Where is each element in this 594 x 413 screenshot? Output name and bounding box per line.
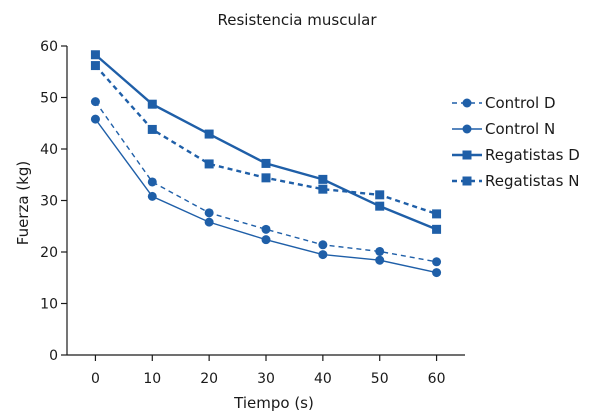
axes: 0 10 20 30 40 50 60 0 10 20 30 40 50 60	[40, 39, 465, 387]
data-point-regatistas-n	[261, 173, 271, 183]
y-tick-label: 0	[49, 348, 58, 364]
series-layer	[90, 50, 442, 278]
legend-item-regatistas-n: Regatistas N	[452, 172, 579, 190]
series-control-d	[90, 97, 442, 267]
y-axis-label: Fuerza (kg)	[14, 161, 32, 245]
data-point-control-n	[204, 217, 214, 227]
data-point-regatistas-d	[432, 224, 442, 234]
x-tick-label: 40	[314, 371, 332, 387]
y-tick-label: 30	[40, 194, 58, 210]
legend-label-regatistas-n: Regatistas N	[485, 172, 579, 190]
series-line-regatistas-d	[94, 53, 438, 231]
data-point-control-n	[318, 250, 328, 260]
data-point-control-d	[432, 257, 442, 267]
series-control-n	[90, 114, 442, 278]
data-point-regatistas-d	[90, 50, 100, 60]
x-tick-label: 60	[428, 371, 446, 387]
data-point-regatistas-n	[318, 184, 328, 194]
data-point-regatistas-d	[318, 174, 328, 184]
data-point-control-n	[90, 114, 100, 124]
data-point-control-n	[147, 191, 157, 201]
data-point-control-n	[432, 268, 442, 278]
legend-marker-regatistas-d	[462, 150, 472, 160]
data-point-regatistas-n	[147, 124, 157, 134]
data-point-control-n	[375, 255, 385, 265]
series-line-regatistas-n	[94, 64, 437, 216]
data-point-regatistas-n	[375, 190, 385, 200]
data-point-regatistas-n	[432, 209, 442, 219]
series-regatistas-n	[90, 61, 442, 219]
series-line-control-n	[94, 118, 437, 274]
data-point-regatistas-d	[375, 201, 385, 211]
legend-label-control-n: Control N	[485, 120, 555, 138]
legend-item-control-d: Control D	[452, 94, 556, 112]
legend-label-control-d: Control D	[485, 94, 556, 112]
y-tick-label: 10	[40, 297, 58, 313]
data-point-control-d	[375, 246, 385, 256]
data-point-control-d	[147, 177, 157, 187]
x-tick-label: 20	[200, 371, 218, 387]
x-tick-label: 0	[91, 371, 100, 387]
legend-marker-control-n	[462, 124, 472, 134]
data-point-control-d	[204, 208, 214, 218]
data-point-regatistas-d	[261, 158, 271, 168]
y-tick-label: 40	[40, 142, 58, 158]
series-regatistas-d	[90, 50, 442, 234]
y-tick-label: 20	[40, 245, 58, 261]
data-point-regatistas-n	[204, 159, 214, 169]
data-point-regatistas-d	[204, 129, 214, 139]
data-point-control-d	[318, 240, 328, 250]
chart-title: Resistencia muscular	[218, 11, 378, 29]
data-point-control-d	[261, 224, 271, 234]
legend-item-regatistas-d: Regatistas D	[452, 146, 580, 164]
legend-marker-regatistas-n	[462, 176, 472, 186]
x-tick-label: 30	[257, 371, 275, 387]
y-tick-label: 50	[40, 91, 58, 107]
data-point-regatistas-d	[147, 99, 157, 109]
x-tick-label: 10	[143, 371, 161, 387]
data-point-control-d	[90, 97, 100, 107]
y-tick-label: 60	[40, 39, 58, 55]
data-point-control-n	[261, 235, 271, 245]
legend-item-control-n: Control N	[452, 120, 555, 138]
legend-label-regatistas-d: Regatistas D	[485, 146, 580, 164]
x-axis-label: Tiempo (s)	[233, 394, 314, 412]
x-tick-label: 50	[371, 371, 389, 387]
legend: Control D Control N Regatistas D Regatistas…	[452, 94, 580, 190]
data-point-regatistas-n	[90, 61, 100, 71]
legend-marker-control-d	[462, 98, 472, 108]
